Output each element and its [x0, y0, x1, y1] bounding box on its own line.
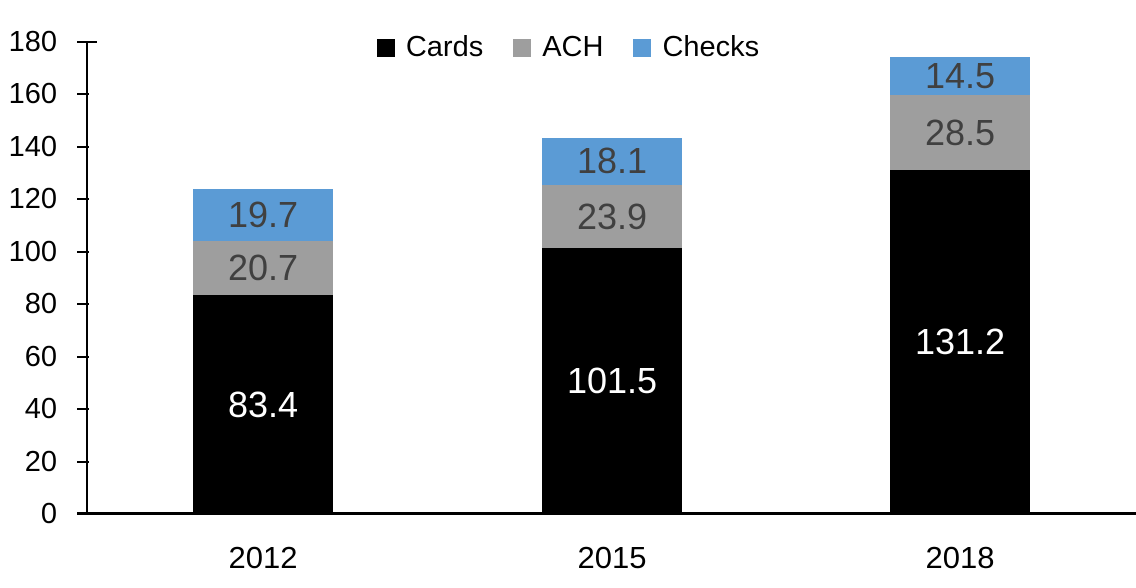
y-axis-tick — [77, 356, 89, 358]
y-axis-tick-label: 40 — [24, 393, 57, 425]
y-axis-tick-label: 20 — [24, 446, 57, 478]
y-axis-tick — [77, 408, 89, 410]
y-axis-tick — [77, 461, 89, 463]
bar-label-ach-2018: 28.5 — [924, 111, 996, 153]
bar-segment-checks-2018 — [890, 57, 1030, 96]
bar-segment-ach-2015 — [542, 185, 682, 248]
y-axis-tick — [77, 41, 89, 43]
legend-label: ACH — [542, 31, 604, 63]
bar-label-checks-2015: 18.1 — [576, 140, 648, 182]
legend-swatch-ach — [513, 38, 532, 57]
bar-segment-checks-2012 — [193, 189, 333, 242]
y-axis-tick — [77, 303, 89, 305]
chart-legend: Cards ACH Checks — [0, 31, 1136, 64]
bar-segment-ach-2012 — [193, 241, 333, 296]
legend-swatch-cards — [376, 38, 395, 57]
legend-item-ach: ACH — [513, 31, 603, 64]
bar-label-ach-2012: 20.7 — [227, 247, 299, 289]
y-axis-tick-label: 100 — [8, 236, 57, 268]
legend-label: Checks — [662, 31, 760, 63]
bar-label-cards-2018: 131.2 — [914, 321, 1006, 362]
y-axis-tick-label: 160 — [8, 78, 57, 110]
bar-segment-cards-2012 — [193, 295, 333, 514]
y-axis-line — [86, 42, 88, 515]
legend-swatch-checks — [633, 38, 652, 57]
bar-label-cards-2015: 101.5 — [566, 359, 658, 401]
y-axis-tick — [77, 198, 89, 200]
x-axis-label-2018: 2018 — [925, 540, 995, 575]
y-axis-tick — [77, 93, 89, 95]
x-axis-line — [77, 512, 1136, 515]
bar-label-checks-2012: 19.7 — [227, 194, 299, 236]
x-axis-label-2015: 2015 — [577, 540, 647, 575]
y-axis-tick-label: 0 — [40, 498, 57, 530]
y-axis-tick-label: 140 — [8, 131, 57, 163]
legend-item-checks: Checks — [633, 31, 759, 64]
bar-segment-cards-2015 — [542, 247, 682, 514]
bar-label-cards-2012: 83.4 — [227, 383, 299, 425]
y-axis-tick — [77, 146, 89, 148]
bar-label-ach-2015: 23.9 — [576, 195, 648, 237]
y-axis-tick-label: 80 — [24, 288, 57, 320]
legend-label: Cards — [405, 31, 484, 63]
bar-segment-cards-2018 — [890, 170, 1030, 514]
legend-item-cards: Cards — [376, 31, 484, 64]
bar-label-checks-2018: 14.5 — [924, 55, 996, 97]
y-axis-tick — [77, 251, 89, 253]
bar-segment-ach-2018 — [890, 95, 1030, 170]
y-axis-tick-label: 180 — [8, 26, 57, 58]
y-axis-tick-label: 60 — [24, 341, 57, 373]
x-axis-label-2012: 2012 — [228, 540, 298, 575]
y-axis-top-tick — [88, 41, 97, 43]
y-axis-tick-label: 120 — [8, 183, 57, 215]
bar-segment-checks-2015 — [542, 137, 682, 186]
